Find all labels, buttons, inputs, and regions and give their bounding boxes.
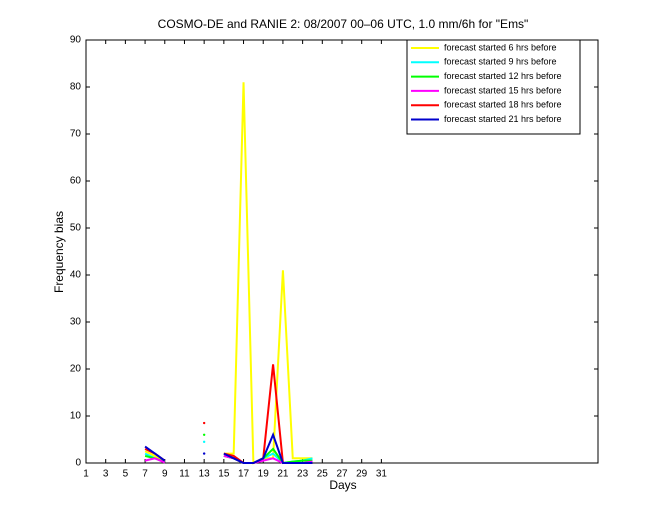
- y-tick-label: 20: [70, 364, 82, 375]
- x-tick-label: 9: [162, 469, 168, 480]
- x-tick-label: 19: [258, 469, 270, 480]
- x-tick-label: 7: [142, 469, 148, 480]
- x-tick-label: 17: [238, 469, 250, 480]
- chart-title: COSMO-DE and RANIE 2: 08/2007 00–06 UTC,…: [158, 17, 529, 31]
- legend-label: forecast started 12 hrs before: [444, 71, 562, 81]
- x-tick-label: 25: [317, 469, 329, 480]
- x-tick-label: 13: [199, 469, 211, 480]
- x-tick-label: 29: [356, 469, 368, 480]
- point: [202, 452, 206, 455]
- legend-label: forecast started 21 hrs before: [444, 114, 562, 124]
- y-tick-label: 80: [70, 82, 82, 93]
- y-tick-label: 60: [70, 176, 82, 187]
- legend-box: [406, 39, 581, 135]
- x-tick-label: 1: [83, 469, 89, 480]
- x-tick-label: 5: [123, 469, 129, 480]
- point: [202, 421, 206, 425]
- x-tick-label: 21: [277, 469, 289, 480]
- legend-label: forecast started 15 hrs before: [444, 85, 562, 95]
- y-tick-label: 90: [70, 35, 82, 46]
- y-tick-label: 30: [70, 317, 82, 328]
- x-tick-label: 15: [218, 469, 230, 480]
- legend-label: forecast started 9 hrs before: [444, 57, 557, 67]
- x-tick-label: 27: [336, 469, 348, 480]
- point: [202, 433, 206, 436]
- legend-label: forecast started 18 hrs before: [444, 100, 562, 110]
- point: [202, 440, 206, 444]
- x-tick-label: 23: [297, 469, 309, 480]
- series-line: [144, 82, 313, 465]
- y-tick-label: 10: [70, 411, 82, 422]
- series-line: [144, 364, 313, 464]
- x-tick-label: 3: [103, 469, 109, 480]
- x-tick-label: 11: [179, 469, 190, 480]
- y-tick-label: 50: [70, 223, 82, 234]
- legend-label: forecast started 6 hrs before: [444, 42, 557, 52]
- x-tick-label: 31: [376, 469, 388, 480]
- y-tick-label: 40: [70, 270, 82, 281]
- y-tick-label: 0: [75, 458, 81, 469]
- y-axis-label: Frequency bias: [52, 211, 66, 293]
- series-line: [144, 432, 313, 464]
- y-tick-label: 70: [70, 129, 82, 140]
- x-axis-label: Days: [329, 478, 356, 492]
